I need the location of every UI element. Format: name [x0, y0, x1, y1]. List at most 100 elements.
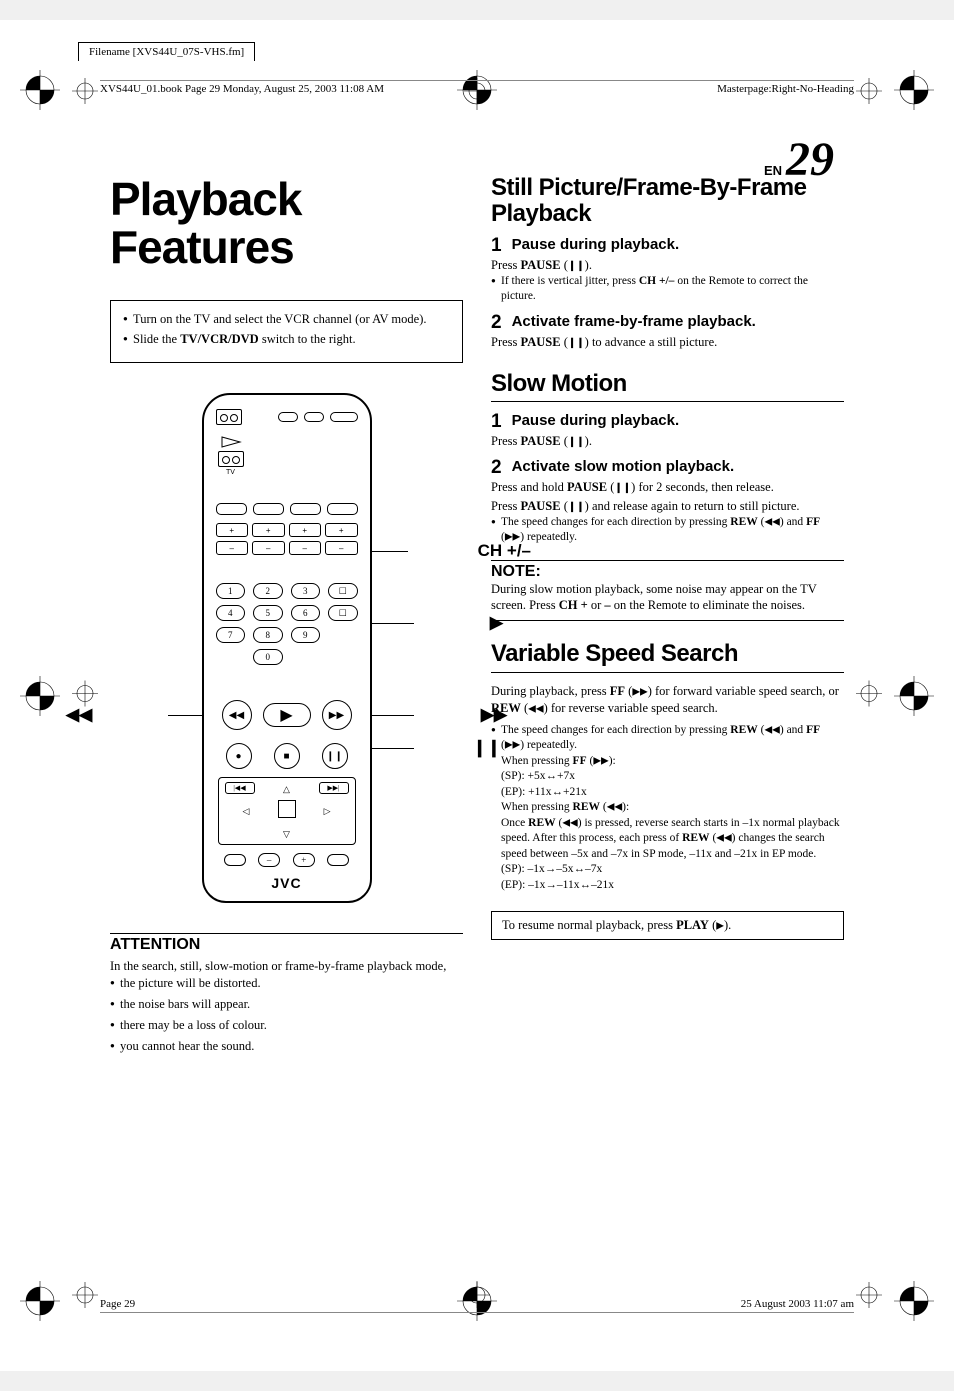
registration-mark-icon — [856, 1282, 882, 1313]
cassette-icon — [216, 409, 242, 425]
remote-button: 2 — [253, 583, 283, 599]
dpad-left-icon: ◁ — [243, 806, 250, 817]
remote-button — [304, 412, 324, 422]
remote-button — [216, 503, 247, 515]
bottom-row: – + — [224, 853, 350, 867]
skip-back-button: |◀◀ — [225, 782, 255, 794]
remote-brand: JVC — [271, 875, 301, 891]
section-title: Variable Speed Search — [491, 641, 844, 672]
speed-line: (EP): –1x→–11x↔–21x — [501, 879, 614, 891]
rec-button: ● — [226, 743, 252, 769]
remote-button: – — [325, 541, 358, 555]
remote-button: 0 — [253, 649, 283, 665]
step-title: Activate slow motion playback. — [512, 458, 735, 475]
channel-grid: + + + + – – – – — [216, 523, 358, 555]
rew-icon: ◀◀ — [562, 817, 577, 828]
attention-item: the picture will be distorted. — [110, 975, 463, 992]
step-title: Pause during playback. — [512, 412, 680, 429]
note-body: During slow motion playback, some noise … — [491, 581, 844, 622]
ff-icon: ▶▶ — [505, 740, 520, 751]
header-right-text: Masterpage:Right-No-Heading — [717, 83, 854, 95]
remote-button — [278, 412, 298, 422]
dpad-up-icon: △ — [283, 784, 290, 795]
remote-button: 6 — [291, 605, 321, 621]
pause-icon: ❙❙ — [568, 260, 585, 271]
crop-mark-icon — [18, 1279, 62, 1323]
remote-illustration: TV + + + + – – – — [110, 393, 463, 903]
remote-button-row — [216, 503, 358, 515]
ff-button: ▶▶ — [322, 700, 352, 730]
crop-mark-icon — [18, 68, 62, 112]
dpad-right-icon: ▷ — [324, 806, 331, 817]
ff-icon: ▶▶ — [593, 755, 608, 766]
cassette-icon — [218, 451, 244, 467]
tv-label: TV — [226, 469, 235, 476]
speed-line: (SP): +5x↔+7x — [501, 770, 575, 782]
pause-icon: ❙❙ — [568, 436, 585, 447]
speed-line: (EP): +11x↔+21x — [501, 786, 587, 798]
numpad-grid: 1 2 3 ☐ 4 5 6 ☐ 7 8 9 0 — [216, 583, 358, 665]
remote-button: 1 — [216, 583, 246, 599]
registration-mark-icon — [856, 680, 882, 711]
note-item: The speed changes for each direction by … — [491, 515, 844, 546]
dpad-down-icon: ▽ — [283, 829, 290, 840]
step-title: Activate frame-by-frame playback. — [512, 313, 756, 330]
registration-mark-icon — [72, 1282, 98, 1313]
step-body: Press PAUSE (❙❙) to advance a still pict… — [491, 334, 844, 351]
play-icon: ▶ — [716, 921, 724, 932]
content-area: Playback Features Turn on the TV and sel… — [110, 175, 844, 1271]
remote-button: + — [216, 523, 249, 537]
header-meta: XVS44U_01.book Page 29 Monday, August 25… — [100, 80, 854, 95]
remote-button: + — [252, 523, 285, 537]
play-button: ▶ — [263, 703, 311, 727]
step: 1 Pause during playback. — [491, 236, 844, 255]
note-heading: NOTE: — [491, 560, 844, 581]
remote-button: – — [252, 541, 285, 555]
section-title: Still Picture/Frame-By-Frame Playback — [491, 175, 844, 228]
stop-row: ● ■ ❙❙ — [226, 743, 348, 769]
rew-icon: ◀◀ — [764, 516, 779, 527]
crop-mark-icon — [892, 68, 936, 112]
pause-button: ❙❙ — [322, 743, 348, 769]
pause-icon: ❙❙ — [568, 337, 585, 348]
remote-button: 8 — [253, 627, 283, 643]
resume-box: To resume normal playback, press PLAY (▶… — [491, 911, 844, 940]
step-number: 1 — [491, 412, 502, 431]
attention-item: there may be a loss of colour. — [110, 1017, 463, 1034]
crop-mark-icon — [18, 674, 62, 718]
remote-button — [290, 503, 321, 515]
rew-icon: ◀◀ — [607, 802, 622, 813]
ff-icon: ▶▶ — [632, 686, 647, 697]
step-number: 2 — [491, 458, 502, 477]
step-body: Press PAUSE (❙❙). — [491, 257, 844, 274]
intro-item: Slide the TV/VCR/DVD switch to the right… — [123, 331, 450, 348]
remote-button: 7 — [216, 627, 246, 643]
left-column: Playback Features Turn on the TV and sel… — [110, 175, 463, 1271]
step: 2 Activate slow motion playback. — [491, 458, 844, 477]
ff-icon: ▶▶ — [505, 532, 520, 543]
crop-mark-icon — [892, 1279, 936, 1323]
remote-button — [330, 412, 358, 422]
step-title: Pause during playback. — [512, 236, 680, 253]
remote-body: TV + + + + – – – — [202, 393, 372, 903]
remote-button — [327, 503, 358, 515]
footer-left-text: Page 29 — [100, 1298, 135, 1310]
remote-button: + — [325, 523, 358, 537]
note-item: The speed changes for each direction by … — [491, 723, 844, 894]
pause-icon: ❙❙ — [614, 482, 631, 493]
attention-item: you cannot hear the sound. — [110, 1038, 463, 1055]
registration-mark-icon — [856, 78, 882, 109]
remote-button: ☐ — [328, 605, 358, 621]
remote-button: – — [216, 541, 249, 555]
remote-button — [253, 503, 284, 515]
step-number: 2 — [491, 313, 502, 332]
remote-button: 4 — [216, 605, 246, 621]
page: Filename [XVS44U_07S-VHS.fm] XVS44U_01.b… — [0, 20, 954, 1371]
section-title: Slow Motion — [491, 371, 844, 402]
remote-button: – — [289, 541, 322, 555]
step-body: Press PAUSE (❙❙). — [491, 433, 844, 450]
dpad-block: |◀◀ ▶▶| △ ▽ ◁ ▷ — [218, 777, 356, 845]
callout-play-icon: ▶ — [490, 613, 503, 633]
stop-button: ■ — [274, 743, 300, 769]
rew-icon: ◀◀ — [716, 833, 731, 844]
